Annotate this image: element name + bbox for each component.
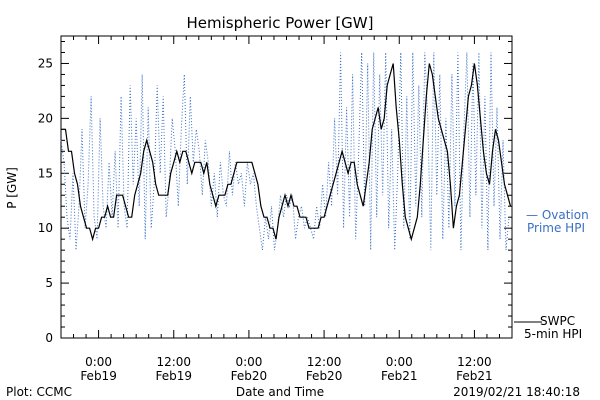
x-tick-date-label: Feb21 — [381, 369, 418, 383]
x-axis: 0:00Feb1912:00Feb190:00Feb2012:00Feb200:… — [60, 36, 500, 383]
x-tick-time-label: 12:00 — [457, 355, 492, 369]
legend-ovation: — Ovation Prime HPI — [526, 208, 589, 235]
legend-swpc-line2: 5-min HPI — [524, 327, 582, 341]
series-swpc-line — [61, 63, 512, 242]
series-layer — [60, 52, 512, 251]
x-tick-date-label: Feb21 — [456, 369, 493, 383]
x-tick-time-label: 0:00 — [85, 355, 112, 369]
x-tick-date-label: Feb19 — [155, 369, 192, 383]
y-tick-label: 10 — [38, 221, 53, 235]
legend-ovation-line1: — Ovation — [526, 208, 589, 222]
y-axis: 0 5 10 15 20 25 — [38, 40, 512, 345]
x-tick-time-label: 12:00 — [307, 355, 342, 369]
legend-swpc-line1: SWPC — [540, 314, 575, 328]
y-tick-label: 20 — [38, 111, 53, 125]
plot-credit: Plot: CCMC — [6, 385, 72, 399]
x-tick-time-label: 12:00 — [156, 355, 191, 369]
x-tick-time-label: 0:00 — [235, 355, 262, 369]
legend-ovation-line2: Prime HPI — [527, 221, 585, 235]
x-tick-date-label: Feb20 — [231, 369, 268, 383]
y-tick-label: 15 — [38, 166, 53, 180]
y-tick-label: 25 — [38, 56, 53, 70]
x-axis-label: Date and Time — [236, 385, 324, 399]
y-tick-label: 0 — [45, 331, 53, 345]
y-axis-label: P [GW] — [5, 167, 19, 209]
chart-title: Hemispheric Power [GW] — [187, 14, 374, 32]
x-tick-date-label: Feb19 — [80, 369, 117, 383]
x-tick-date-label: Feb20 — [306, 369, 343, 383]
x-tick-time-label: 0:00 — [386, 355, 413, 369]
plot-timestamp: 2019/02/21 18:40:18 — [453, 385, 580, 399]
series-ovation-prime-line — [60, 52, 510, 251]
legend-swpc: SWPC 5-min HPI — [514, 314, 582, 341]
y-tick-label: 5 — [45, 276, 53, 290]
